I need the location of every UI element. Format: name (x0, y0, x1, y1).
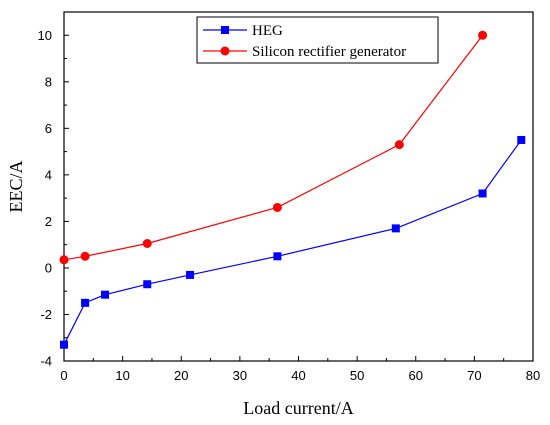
y-axis: -4 -2 0 2 4 6 8 10 (38, 28, 69, 369)
data-point (478, 30, 488, 40)
y-tick-label: 0 (45, 260, 52, 275)
legend-label: HEG (252, 23, 283, 39)
data-point (186, 270, 195, 279)
legend-box (196, 16, 439, 64)
data-point (59, 255, 69, 265)
data-point (142, 239, 152, 249)
data-point (101, 290, 110, 299)
y-tick-label: 2 (45, 214, 52, 229)
series-line (63, 139, 522, 345)
legend-item: Silicon rectifier generator (203, 44, 406, 60)
series-silicon-rectifier-generator (59, 30, 488, 265)
y-tick-label: 8 (45, 74, 52, 89)
series-line (63, 34, 484, 261)
data-point (80, 251, 90, 261)
data-point (81, 298, 90, 307)
legend-label: Silicon rectifier generator (252, 44, 406, 60)
y-tick-label: 4 (45, 167, 52, 182)
x-tick-label: 70 (467, 368, 481, 383)
legend-square-marker (221, 26, 229, 34)
x-axis-title: Load current/A (243, 398, 353, 418)
legend-circle-marker (220, 46, 230, 56)
data-point (143, 280, 152, 289)
data-point (394, 140, 404, 150)
data-point (272, 202, 282, 212)
data-point (60, 340, 68, 349)
x-tick-label: 10 (115, 368, 129, 383)
y-tick-label: -4 (40, 354, 52, 369)
data-point (478, 189, 487, 198)
data-point (273, 252, 282, 261)
x-axis: 0 10 20 30 40 50 60 70 80 (60, 356, 540, 383)
series-layer (59, 30, 526, 349)
data-point (391, 224, 400, 233)
y-tick-label: -2 (40, 307, 52, 322)
x-tick-label: 20 (174, 368, 188, 383)
x-tick-label: 40 (291, 368, 305, 383)
series-heg (60, 135, 526, 349)
plot-frame (63, 11, 534, 362)
data-point (517, 135, 526, 144)
y-tick-label: 6 (45, 121, 52, 136)
y-tick-label: 10 (38, 28, 52, 43)
legend: HEG Silicon rectifier generator (196, 16, 439, 64)
x-tick-label: 30 (233, 368, 247, 383)
y-axis-title: EEC/A (6, 161, 26, 213)
x-tick-label: 50 (350, 368, 364, 383)
x-tick-label: 80 (526, 368, 540, 383)
plot-border (63, 11, 534, 362)
legend-item: HEG (203, 23, 283, 39)
x-tick-label: 0 (60, 368, 67, 383)
x-tick-label: 60 (409, 368, 423, 383)
